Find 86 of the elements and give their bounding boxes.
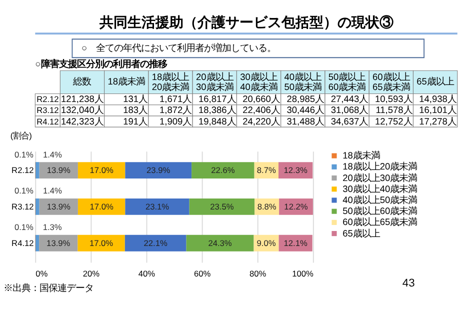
x-tick-label: 18歳以上20歳未満 bbox=[152, 72, 190, 92]
data-label: 1.4% bbox=[42, 186, 63, 196]
data-label: 142,323人 bbox=[60, 116, 104, 126]
x-tick-label: 40歳以上50歳未満 bbox=[284, 72, 322, 92]
data-label: 191人 bbox=[123, 116, 148, 126]
legend-label: 40歳以上50歳未満 bbox=[342, 194, 418, 205]
y-tick-label: R4.12 bbox=[12, 238, 34, 248]
data-label: 10,593人 bbox=[375, 94, 412, 104]
legend-label: 20歳以上30歳未満 bbox=[342, 172, 418, 183]
x-tick-label: 30歳以上40歳未満 bbox=[240, 72, 278, 92]
text: 43 bbox=[402, 277, 415, 290]
data-label: 183人 bbox=[123, 105, 148, 116]
data-label: 23.1% bbox=[145, 201, 170, 212]
data-label: 13.9% bbox=[46, 201, 72, 212]
x-tick-label: 40% bbox=[138, 268, 156, 279]
x-tick-label: 60% bbox=[194, 268, 212, 279]
legend-label: 50歳以上60歳未満 bbox=[342, 206, 418, 216]
y-tick-label: R3.12 bbox=[36, 105, 60, 116]
data-label: 13.9% bbox=[46, 165, 72, 176]
data-label: 9.0% bbox=[256, 238, 276, 248]
data-label: 14,938人 bbox=[419, 94, 456, 104]
chart-title: 共同生活援助（介護サービス包括型）の現状③ bbox=[98, 14, 394, 30]
x-tick-label: 0% bbox=[36, 268, 48, 279]
y-tick-label: R2.12 bbox=[36, 94, 60, 104]
x-tick-label: 総数 bbox=[72, 76, 92, 86]
data-label: 17.0% bbox=[90, 201, 114, 212]
text: ○ 全ての年代において利用者が増加している。 bbox=[81, 43, 276, 54]
data-label: 16,817人 bbox=[198, 94, 236, 104]
legend-label: 30歳以上40歳未満 bbox=[342, 184, 418, 194]
legend-label: 18歳以上20歳未満 bbox=[342, 162, 418, 172]
data-label: 23.5% bbox=[210, 201, 234, 212]
data-label: 22.1% bbox=[144, 238, 168, 248]
data-label: 132,040人 bbox=[60, 105, 104, 116]
data-label: 131人 bbox=[123, 94, 148, 104]
legend-label: 18歳未満 bbox=[342, 150, 380, 161]
data-label: 30,446人 bbox=[286, 105, 324, 116]
data-label: 31,068人 bbox=[330, 105, 368, 116]
chart-subtitle: ○障害支援区分別の利用者の推移 bbox=[35, 58, 167, 69]
data-label: 13.9% bbox=[46, 238, 71, 248]
text: ※出典：国保連データ bbox=[4, 282, 94, 293]
data-label: 1,671人 bbox=[159, 94, 192, 104]
data-label: 12.1% bbox=[284, 238, 308, 248]
x-tick-label: 50歳以上60歳未満 bbox=[328, 72, 366, 92]
data-label: 23.9% bbox=[146, 165, 171, 176]
x-tick-label: 60歳以上65歳未満 bbox=[372, 72, 410, 92]
data-label: 11,578人 bbox=[376, 105, 412, 116]
data-label: 24,220人 bbox=[242, 116, 280, 126]
data-label: 17.0% bbox=[90, 165, 114, 176]
legend-label: 65歳以上 bbox=[342, 228, 380, 238]
data-label: 27,443人 bbox=[330, 94, 368, 104]
x-tick-label: 100% bbox=[292, 268, 314, 279]
x-tick-label: 80% bbox=[250, 268, 267, 279]
data-label: 0.1% bbox=[14, 186, 34, 196]
data-label: 0.1% bbox=[14, 149, 34, 160]
x-tick-label: 20% bbox=[82, 268, 100, 279]
data-label: 8.7% bbox=[256, 165, 276, 176]
data-label: 12.3% bbox=[284, 165, 308, 176]
data-label: 8.8% bbox=[257, 201, 277, 212]
x-tick-label: 65歳以上 bbox=[416, 76, 454, 86]
y-tick-label: R4.12 bbox=[36, 116, 60, 126]
data-label: 1.4% bbox=[42, 149, 63, 160]
y-axis-title: (割合) bbox=[10, 130, 32, 141]
data-label: 121,238人 bbox=[60, 94, 104, 104]
data-label: 12,752人 bbox=[375, 116, 412, 126]
data-label: 34,637人 bbox=[330, 116, 368, 126]
data-label: 20,660人 bbox=[242, 94, 280, 104]
y-tick-label: R2.12 bbox=[12, 165, 34, 176]
data-label: 16,101人 bbox=[419, 105, 456, 116]
data-label: 22.6% bbox=[211, 165, 236, 176]
data-label: 28,985人 bbox=[286, 94, 324, 104]
data-label: 12.2% bbox=[284, 201, 308, 212]
data-label: 1,909人 bbox=[159, 116, 192, 126]
data-label: 1,872人 bbox=[159, 105, 192, 116]
data-label: 1.3% bbox=[42, 222, 62, 232]
data-label: 18,386人 bbox=[198, 105, 236, 116]
legend-label: 60歳以上65歳未満 bbox=[342, 217, 418, 228]
y-tick-label: R3.12 bbox=[12, 201, 34, 212]
data-label: 31,488人 bbox=[286, 116, 324, 126]
x-tick-label: 18歳未満 bbox=[108, 76, 146, 86]
data-label: 0.1% bbox=[14, 222, 34, 232]
data-label: 17,278人 bbox=[419, 116, 456, 126]
data-label: 22,406人 bbox=[242, 105, 280, 116]
data-label: 19,848人 bbox=[198, 116, 236, 126]
data-label: 17.0% bbox=[89, 238, 114, 248]
x-tick-label: 20歳以上30歳未満 bbox=[196, 72, 234, 92]
data-label: 24.3% bbox=[208, 238, 232, 248]
